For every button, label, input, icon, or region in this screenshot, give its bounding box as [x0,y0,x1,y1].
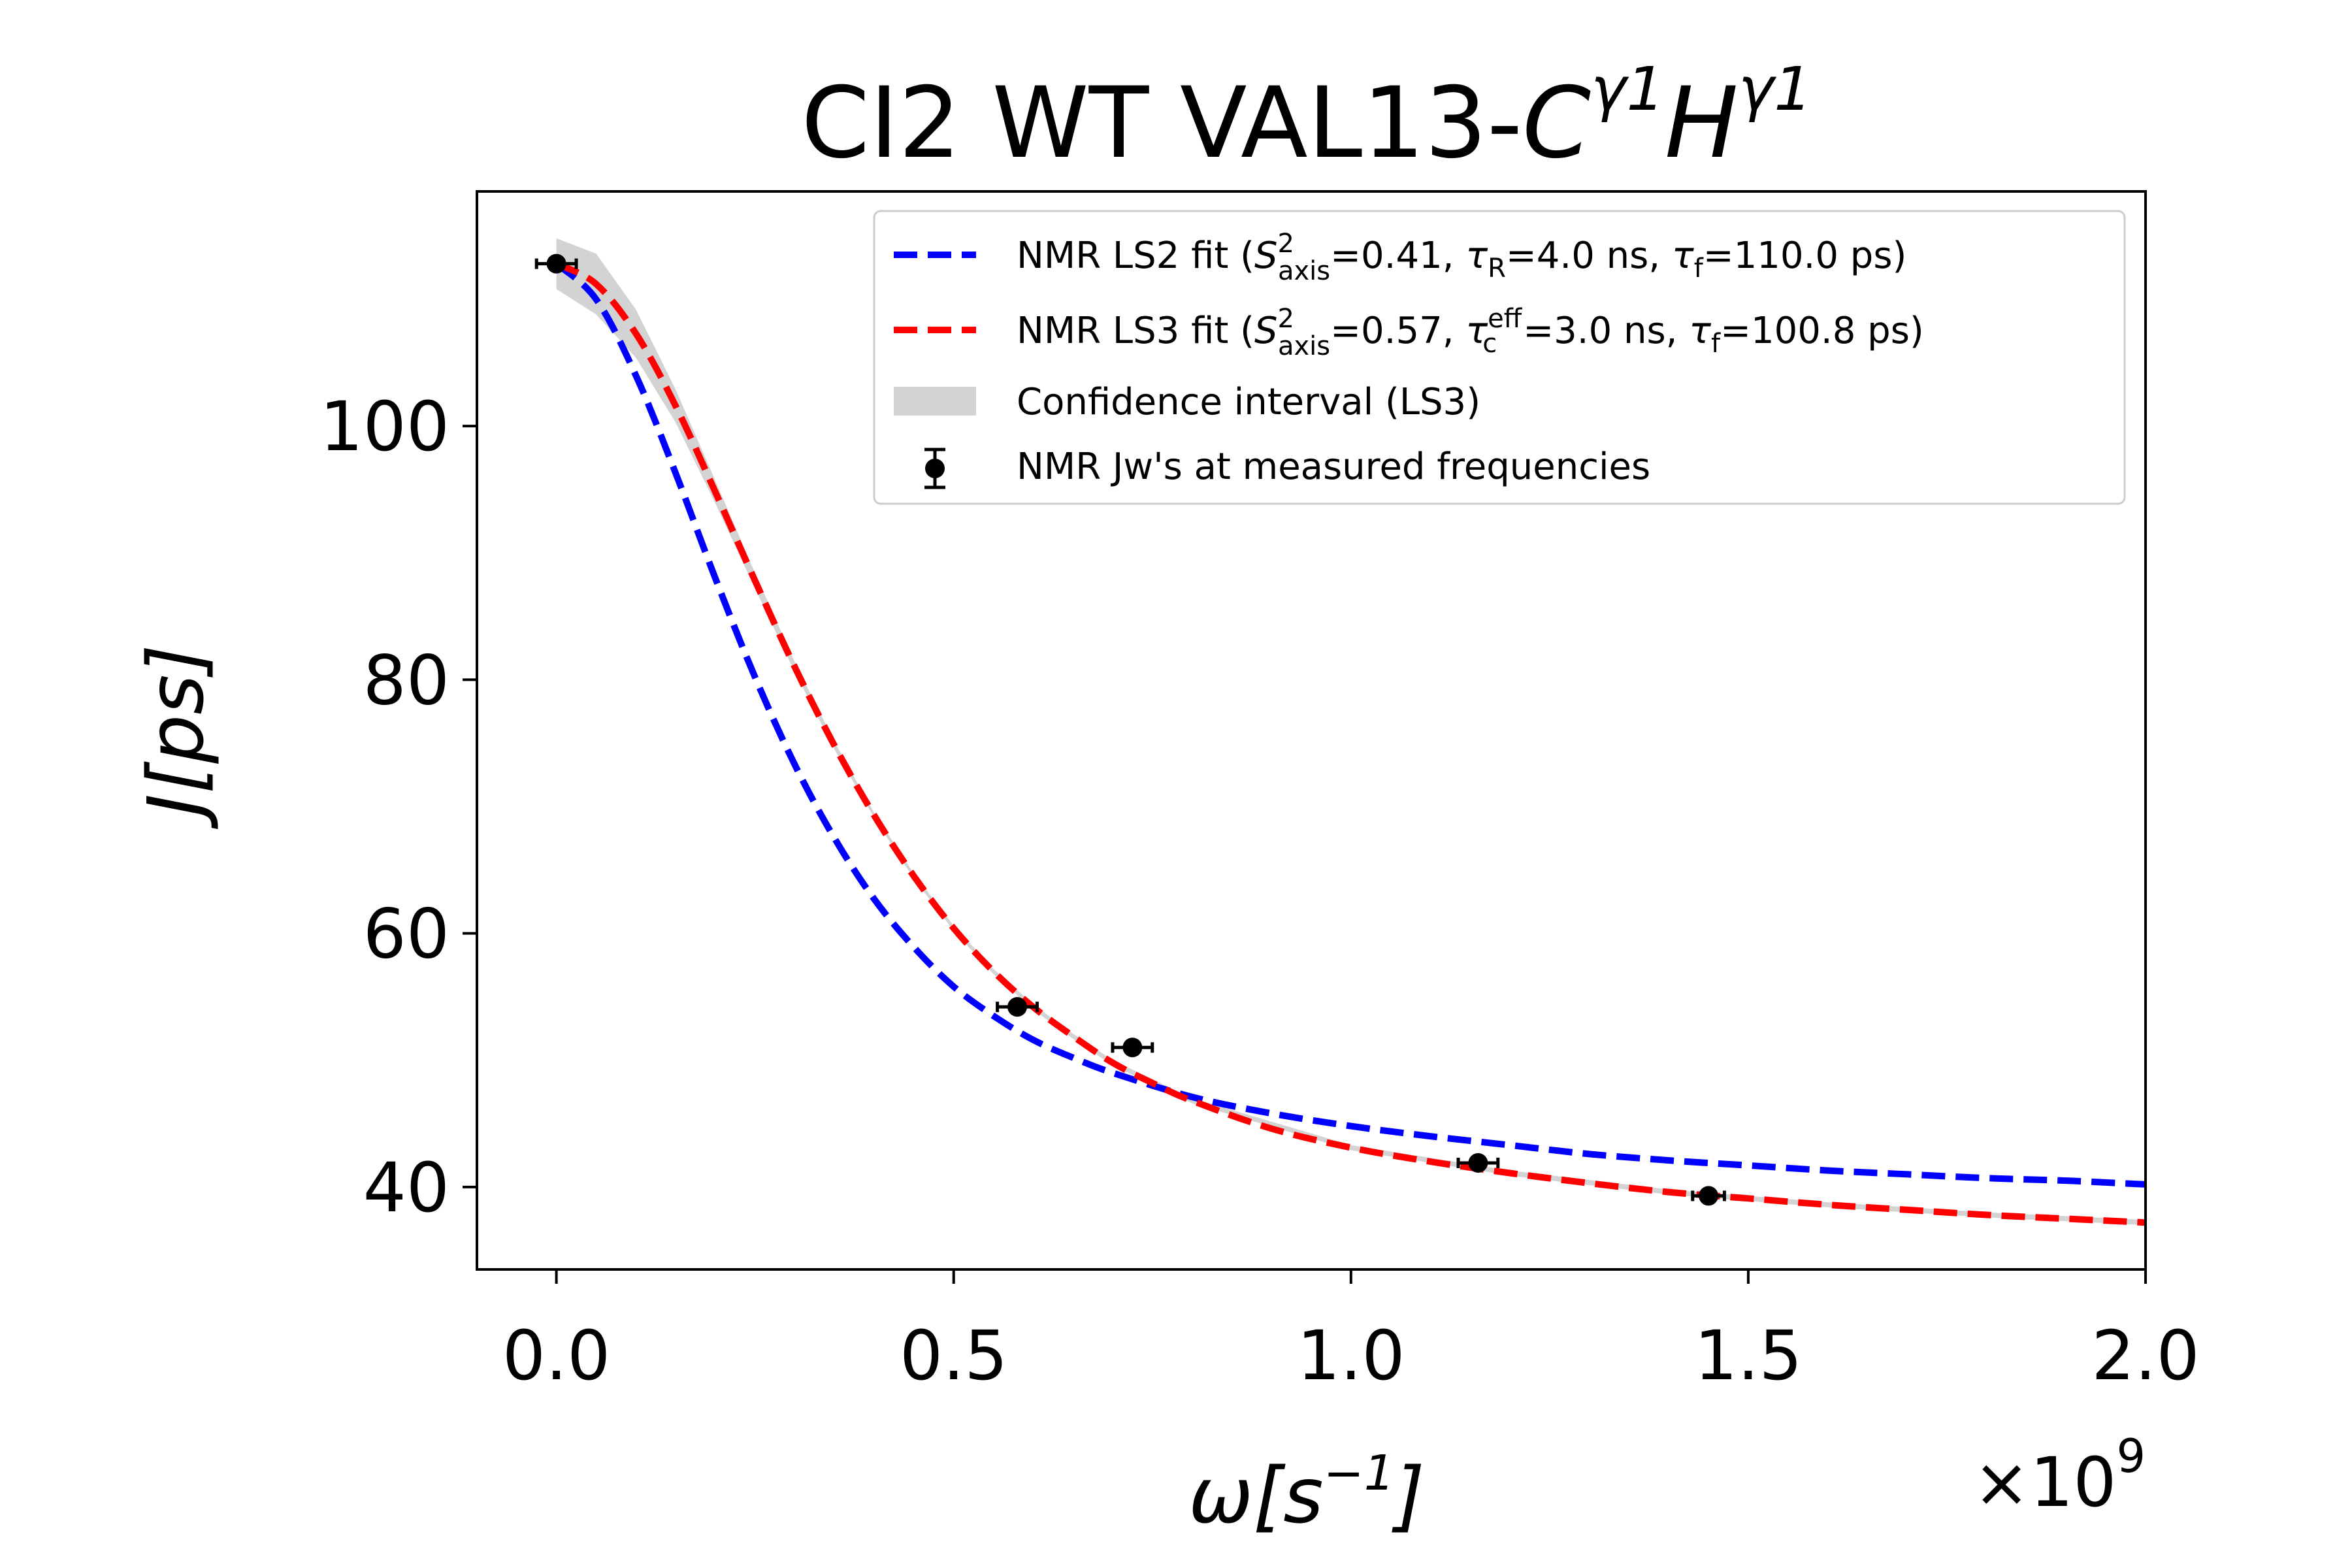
y-axis: 40 60 80 100 [319,387,477,1228]
y-tick-label: 60 [363,894,449,974]
y-tick-label: 80 [363,640,449,720]
measurement-point [1111,1037,1154,1058]
x-tick-label: 2.0 [2091,1316,2199,1396]
measurement-point [996,997,1039,1017]
legend-label-ls3: NMR LS3 fit (S2 axis=0.57, τeff c =3.0 ns, … [1017,304,1924,361]
legend-label-ci: Confidence interval (LS3) [1017,381,1480,423]
x-multiplier: ×109 [1973,1429,2146,1522]
x-tick-label: 1.0 [1297,1316,1405,1396]
x-axis: 0.0 0.5 1.0 1.5 2.0 [502,1269,2200,1396]
y-tick-label: 40 [363,1148,449,1228]
legend-label-ls2: NMR LS2 fit (S2 axis=0.41, τR=4.0 ns, τf=… [1017,229,1906,286]
legend-swatch-measure [924,448,945,489]
x-axis-label: ω[s−1] [1188,1445,1424,1541]
measurement-points [534,253,1726,1206]
measurement-point [534,253,578,274]
ls2-fit-line [554,261,2146,1188]
data-point [1007,997,1028,1017]
x-tick-label: 0.5 [900,1316,1007,1396]
y-tick-label: 100 [319,387,449,466]
legend: NMR LS2 fit (S2 axis=0.41, τR=4.0 ns, τf=… [873,210,2126,505]
ls3-fit-line [555,261,2146,1226]
y-axis-label: J[ps] [131,644,221,829]
data-point [1122,1037,1143,1058]
data-point [1699,1186,1719,1206]
chart-title: CI2 WT VAL13-Cγ1Hγ1 [801,54,1812,180]
x-tick-label: 0.0 [502,1316,610,1396]
plot-frame [476,190,2147,1271]
measurement-point [1691,1186,1726,1206]
legend-label-measure: NMR Jw's at measured frequencies [1017,446,1650,488]
legend-box [873,210,2126,505]
measurement-point [1456,1152,1500,1173]
legend-swatch-ci [894,387,976,416]
x-tick-label: 1.5 [1694,1316,1802,1396]
data-point [546,253,566,274]
data-point [1468,1152,1488,1173]
